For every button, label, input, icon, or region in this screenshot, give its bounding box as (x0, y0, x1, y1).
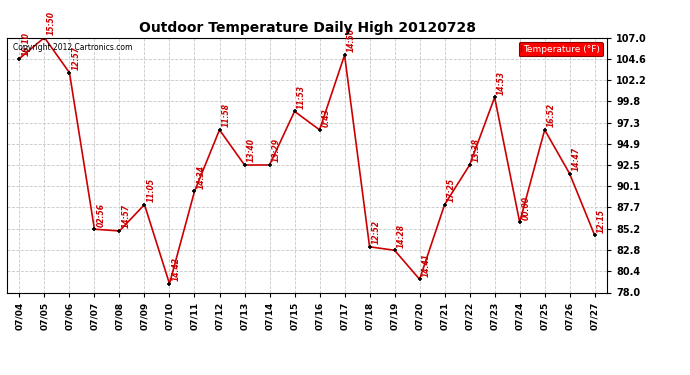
Text: 13:40: 13:40 (246, 138, 255, 162)
Text: 14:57: 14:57 (121, 204, 130, 228)
Point (439, 202, 450, 208)
Point (364, 244, 375, 250)
Text: 14:42: 14:42 (172, 257, 181, 281)
Point (14, 56, 25, 62)
Text: 00:00: 00:00 (522, 195, 531, 219)
Point (264, 162, 275, 168)
Point (114, 228, 125, 234)
Text: 14:47: 14:47 (572, 147, 581, 171)
Point (64, 70, 75, 76)
Point (239, 162, 250, 168)
Legend: Temperature (°F): Temperature (°F) (519, 42, 602, 56)
Text: Copyright 2012 Cartronics.com: Copyright 2012 Cartronics.com (13, 43, 132, 52)
Text: 11:58: 11:58 (221, 103, 230, 127)
Point (414, 276, 425, 282)
Text: 12:57: 12:57 (72, 46, 81, 70)
Text: 13:29: 13:29 (272, 138, 281, 162)
Point (514, 219, 525, 225)
Text: 14:50: 14:50 (346, 28, 355, 53)
Text: 14:28: 14:28 (397, 224, 406, 248)
Point (139, 202, 150, 208)
Text: 12:52: 12:52 (372, 220, 381, 244)
Point (314, 127, 325, 133)
Text: 17:25: 17:25 (446, 178, 455, 202)
Point (489, 94, 500, 100)
Point (464, 162, 475, 168)
Point (389, 247, 400, 253)
Point (39, 34, 50, 40)
Point (189, 188, 200, 194)
Text: 15:50: 15:50 (46, 11, 55, 35)
Text: 02:56: 02:56 (97, 202, 106, 226)
Point (564, 171, 575, 177)
Point (589, 232, 600, 238)
Point (164, 281, 175, 287)
Text: 11:53: 11:53 (297, 85, 306, 109)
Text: 16:52: 16:52 (546, 103, 555, 127)
Text: 16:10: 16:10 (21, 32, 30, 56)
Text: 14:34: 14:34 (197, 165, 206, 189)
Title: Outdoor Temperature Daily High 20120728: Outdoor Temperature Daily High 20120728 (139, 21, 475, 35)
Text: 14:41: 14:41 (422, 253, 431, 277)
Point (89, 226, 100, 232)
Text: 0:43: 0:43 (322, 108, 331, 127)
Text: 14:53: 14:53 (497, 70, 506, 94)
Point (339, 52, 350, 58)
Text: 12:15: 12:15 (597, 209, 606, 233)
Text: 13:38: 13:38 (472, 138, 481, 162)
Point (539, 127, 550, 133)
Point (214, 127, 225, 133)
Point (289, 108, 300, 114)
Text: 11:05: 11:05 (146, 178, 155, 202)
